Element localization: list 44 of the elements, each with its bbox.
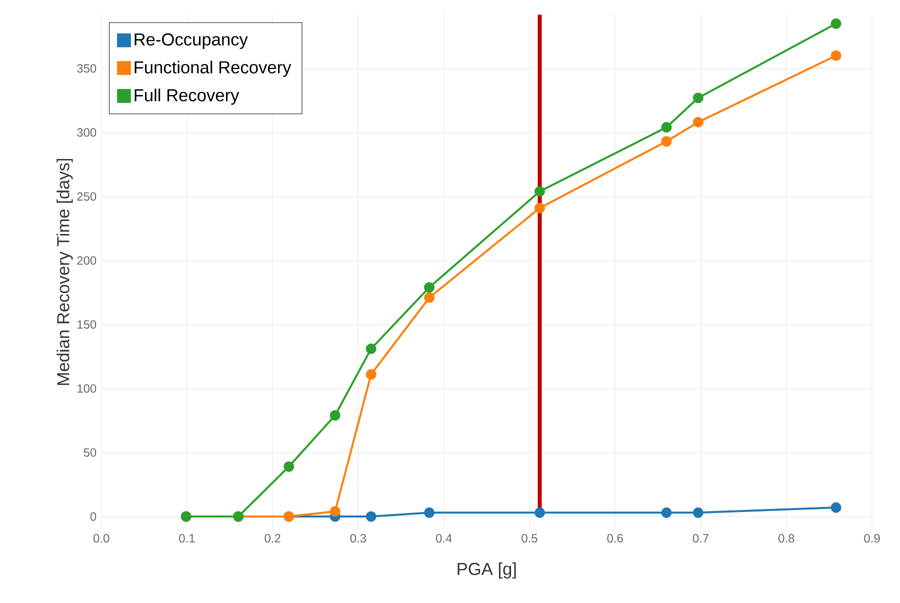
x-tick-label: 0.0 bbox=[93, 534, 110, 543]
point bbox=[366, 344, 376, 354]
y-tick-label: 350 bbox=[77, 64, 96, 73]
point bbox=[366, 369, 376, 380]
x-tick-label: 0.9 bbox=[864, 534, 880, 543]
x-tick-label: 0.8 bbox=[778, 534, 794, 543]
legend-label: Functional Recovery bbox=[134, 60, 292, 78]
x-tick-label: 0.7 bbox=[692, 534, 708, 543]
x-tick-label: 0.5 bbox=[522, 534, 538, 543]
y-tick-label: 50 bbox=[84, 448, 96, 457]
point bbox=[661, 122, 672, 133]
point bbox=[830, 502, 842, 513]
y-axis-title: Median Recovery Time [days] bbox=[56, 159, 73, 386]
point bbox=[424, 508, 435, 518]
point bbox=[830, 50, 842, 62]
point bbox=[830, 18, 842, 30]
point bbox=[366, 511, 376, 522]
point bbox=[534, 202, 546, 214]
point bbox=[692, 508, 704, 518]
x-tick-label: 0.1 bbox=[179, 534, 195, 543]
legend-label: Full Recovery bbox=[134, 88, 240, 105]
x-tick-label: 0.4 bbox=[436, 534, 452, 543]
x-tick-label: 0.6 bbox=[607, 534, 623, 543]
y-tick-label: 150 bbox=[78, 320, 96, 329]
point bbox=[424, 292, 435, 304]
y-tick-label: 200 bbox=[77, 256, 96, 265]
point bbox=[534, 186, 546, 197]
point bbox=[534, 508, 546, 518]
x-tick-label: 0.3 bbox=[350, 534, 366, 543]
point bbox=[424, 282, 435, 293]
point bbox=[330, 506, 340, 517]
point bbox=[692, 117, 704, 128]
point bbox=[330, 410, 340, 421]
point bbox=[284, 461, 294, 472]
x-axis-title: PGA [g] bbox=[458, 562, 516, 579]
x-tick-label: 0.2 bbox=[264, 534, 280, 543]
legend-label: Re-Occupancy bbox=[134, 33, 248, 50]
point bbox=[661, 508, 672, 518]
point bbox=[692, 92, 704, 104]
y-tick-label: 250 bbox=[77, 192, 96, 201]
y-tick-label: 0 bbox=[90, 512, 96, 521]
y-tick-label: 300 bbox=[77, 128, 96, 137]
point bbox=[661, 136, 672, 147]
y-tick-label: 100 bbox=[78, 384, 96, 393]
